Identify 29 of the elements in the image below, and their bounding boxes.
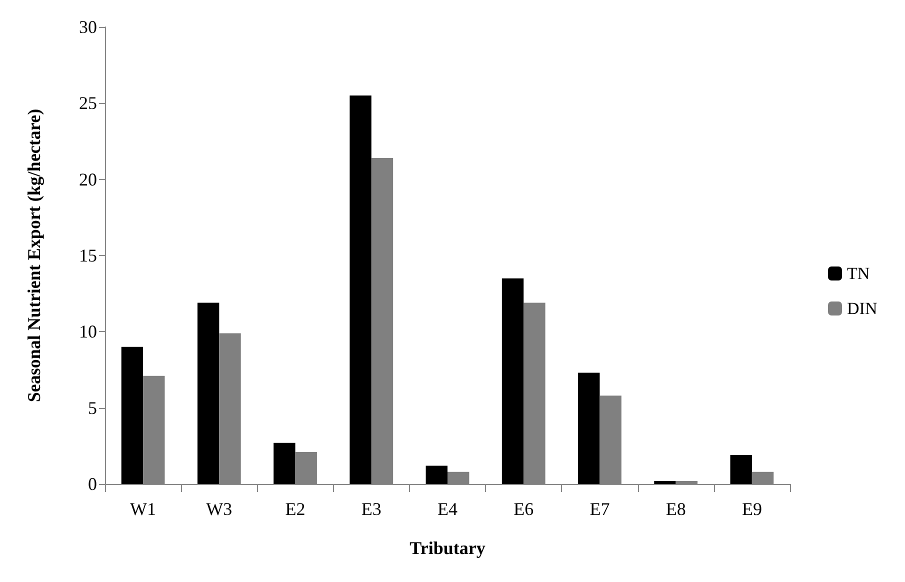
x-tick-label: E3 bbox=[361, 499, 382, 519]
bar bbox=[121, 346, 144, 484]
y-tick-label: 30 bbox=[79, 17, 97, 37]
bar bbox=[654, 480, 676, 484]
x-tick-label: W3 bbox=[206, 499, 232, 519]
x-tick-label: E9 bbox=[742, 499, 762, 519]
bar bbox=[426, 466, 448, 484]
legend-label: DIN bbox=[847, 299, 878, 318]
x-axis-title: Tributary bbox=[410, 538, 486, 558]
y-tick-label: 15 bbox=[79, 246, 97, 266]
bar bbox=[502, 278, 524, 484]
y-tick-label: 10 bbox=[79, 322, 97, 342]
bar bbox=[578, 372, 600, 484]
y-tick-label: 20 bbox=[79, 169, 97, 190]
x-tick-label: E7 bbox=[590, 499, 610, 519]
bar bbox=[274, 442, 296, 484]
bar bbox=[197, 302, 220, 484]
x-tick-label: E2 bbox=[285, 499, 306, 519]
y-tick-label: 25 bbox=[79, 93, 97, 114]
bar bbox=[730, 455, 752, 484]
y-tick-label: 5 bbox=[88, 398, 97, 418]
y-tick-label: 0 bbox=[88, 474, 97, 494]
y-axis-title: Seasonal Nutrient Export (kg/hectare) bbox=[24, 108, 44, 402]
bar bbox=[350, 96, 372, 484]
x-tick-label: W1 bbox=[130, 499, 156, 519]
legend-label: TN bbox=[847, 264, 870, 283]
x-tick-label: E8 bbox=[666, 499, 686, 519]
x-tick-label: E4 bbox=[438, 499, 458, 519]
x-tick-label: E6 bbox=[514, 499, 534, 519]
